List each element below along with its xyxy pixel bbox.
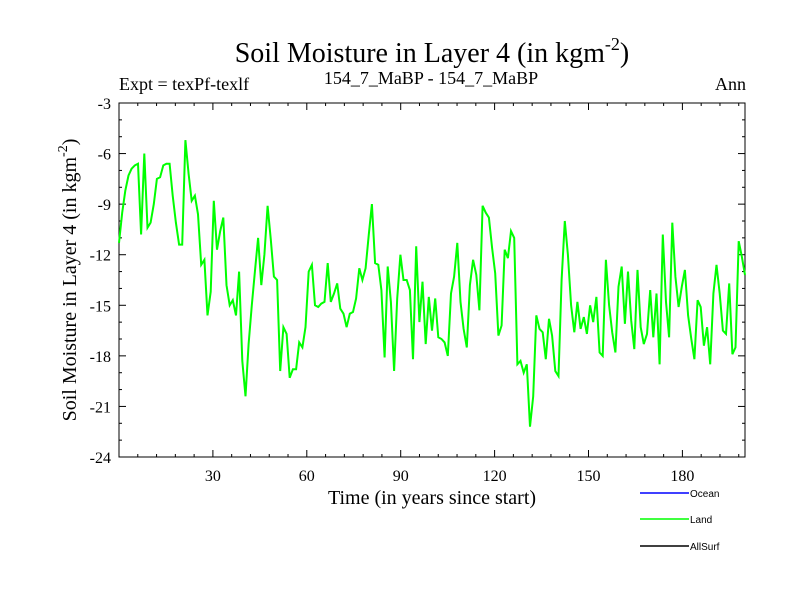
y-tick-label: -9 — [98, 197, 111, 214]
chart-title: Soil Moisture in Layer 4 (in kgm-2) — [235, 34, 630, 69]
x-tick-label: 90 — [393, 468, 409, 485]
x-tick-label: 180 — [670, 468, 694, 485]
plot-frame — [118, 102, 746, 458]
y-tick-label: -6 — [98, 147, 111, 164]
y-tick-label: -12 — [90, 248, 111, 265]
subtitle-center: 154_7_MaBP - 154_7_MaBP — [324, 68, 538, 88]
legend-label-ocean: Ocean — [690, 489, 719, 500]
y-tick-label: -15 — [90, 298, 111, 315]
x-tick-label: 30 — [205, 468, 221, 485]
x-axis-label: Time (in years since start) — [328, 487, 536, 509]
subtitle-right: Ann — [715, 74, 746, 94]
series-line-land — [118, 140, 746, 427]
y-tick-label: -3 — [98, 96, 111, 113]
y-axis-label: Soil Moisture in Layer 4 (in kgm-2) — [56, 139, 81, 422]
y-tick-label: -24 — [90, 450, 111, 467]
x-tick-label: 60 — [299, 468, 315, 485]
y-tick-label: -21 — [90, 399, 111, 416]
x-tick-label: 120 — [483, 468, 507, 485]
x-axis-ticks: 30 60 90 120 150 180 — [137, 103, 740, 485]
x-tick-label: 150 — [577, 468, 601, 485]
y-tick-label: -18 — [90, 349, 111, 366]
legend-label-allsurf: AllSurf — [690, 542, 720, 553]
subtitle-left: Expt = texPf-texlf — [119, 74, 249, 94]
y-axis-ticks: -3 -6 -9 -12 -15 -18 -21 -24 — [90, 96, 745, 467]
legend-label-land: Land — [690, 515, 712, 526]
legend: Ocean Land AllSurf — [640, 489, 720, 553]
